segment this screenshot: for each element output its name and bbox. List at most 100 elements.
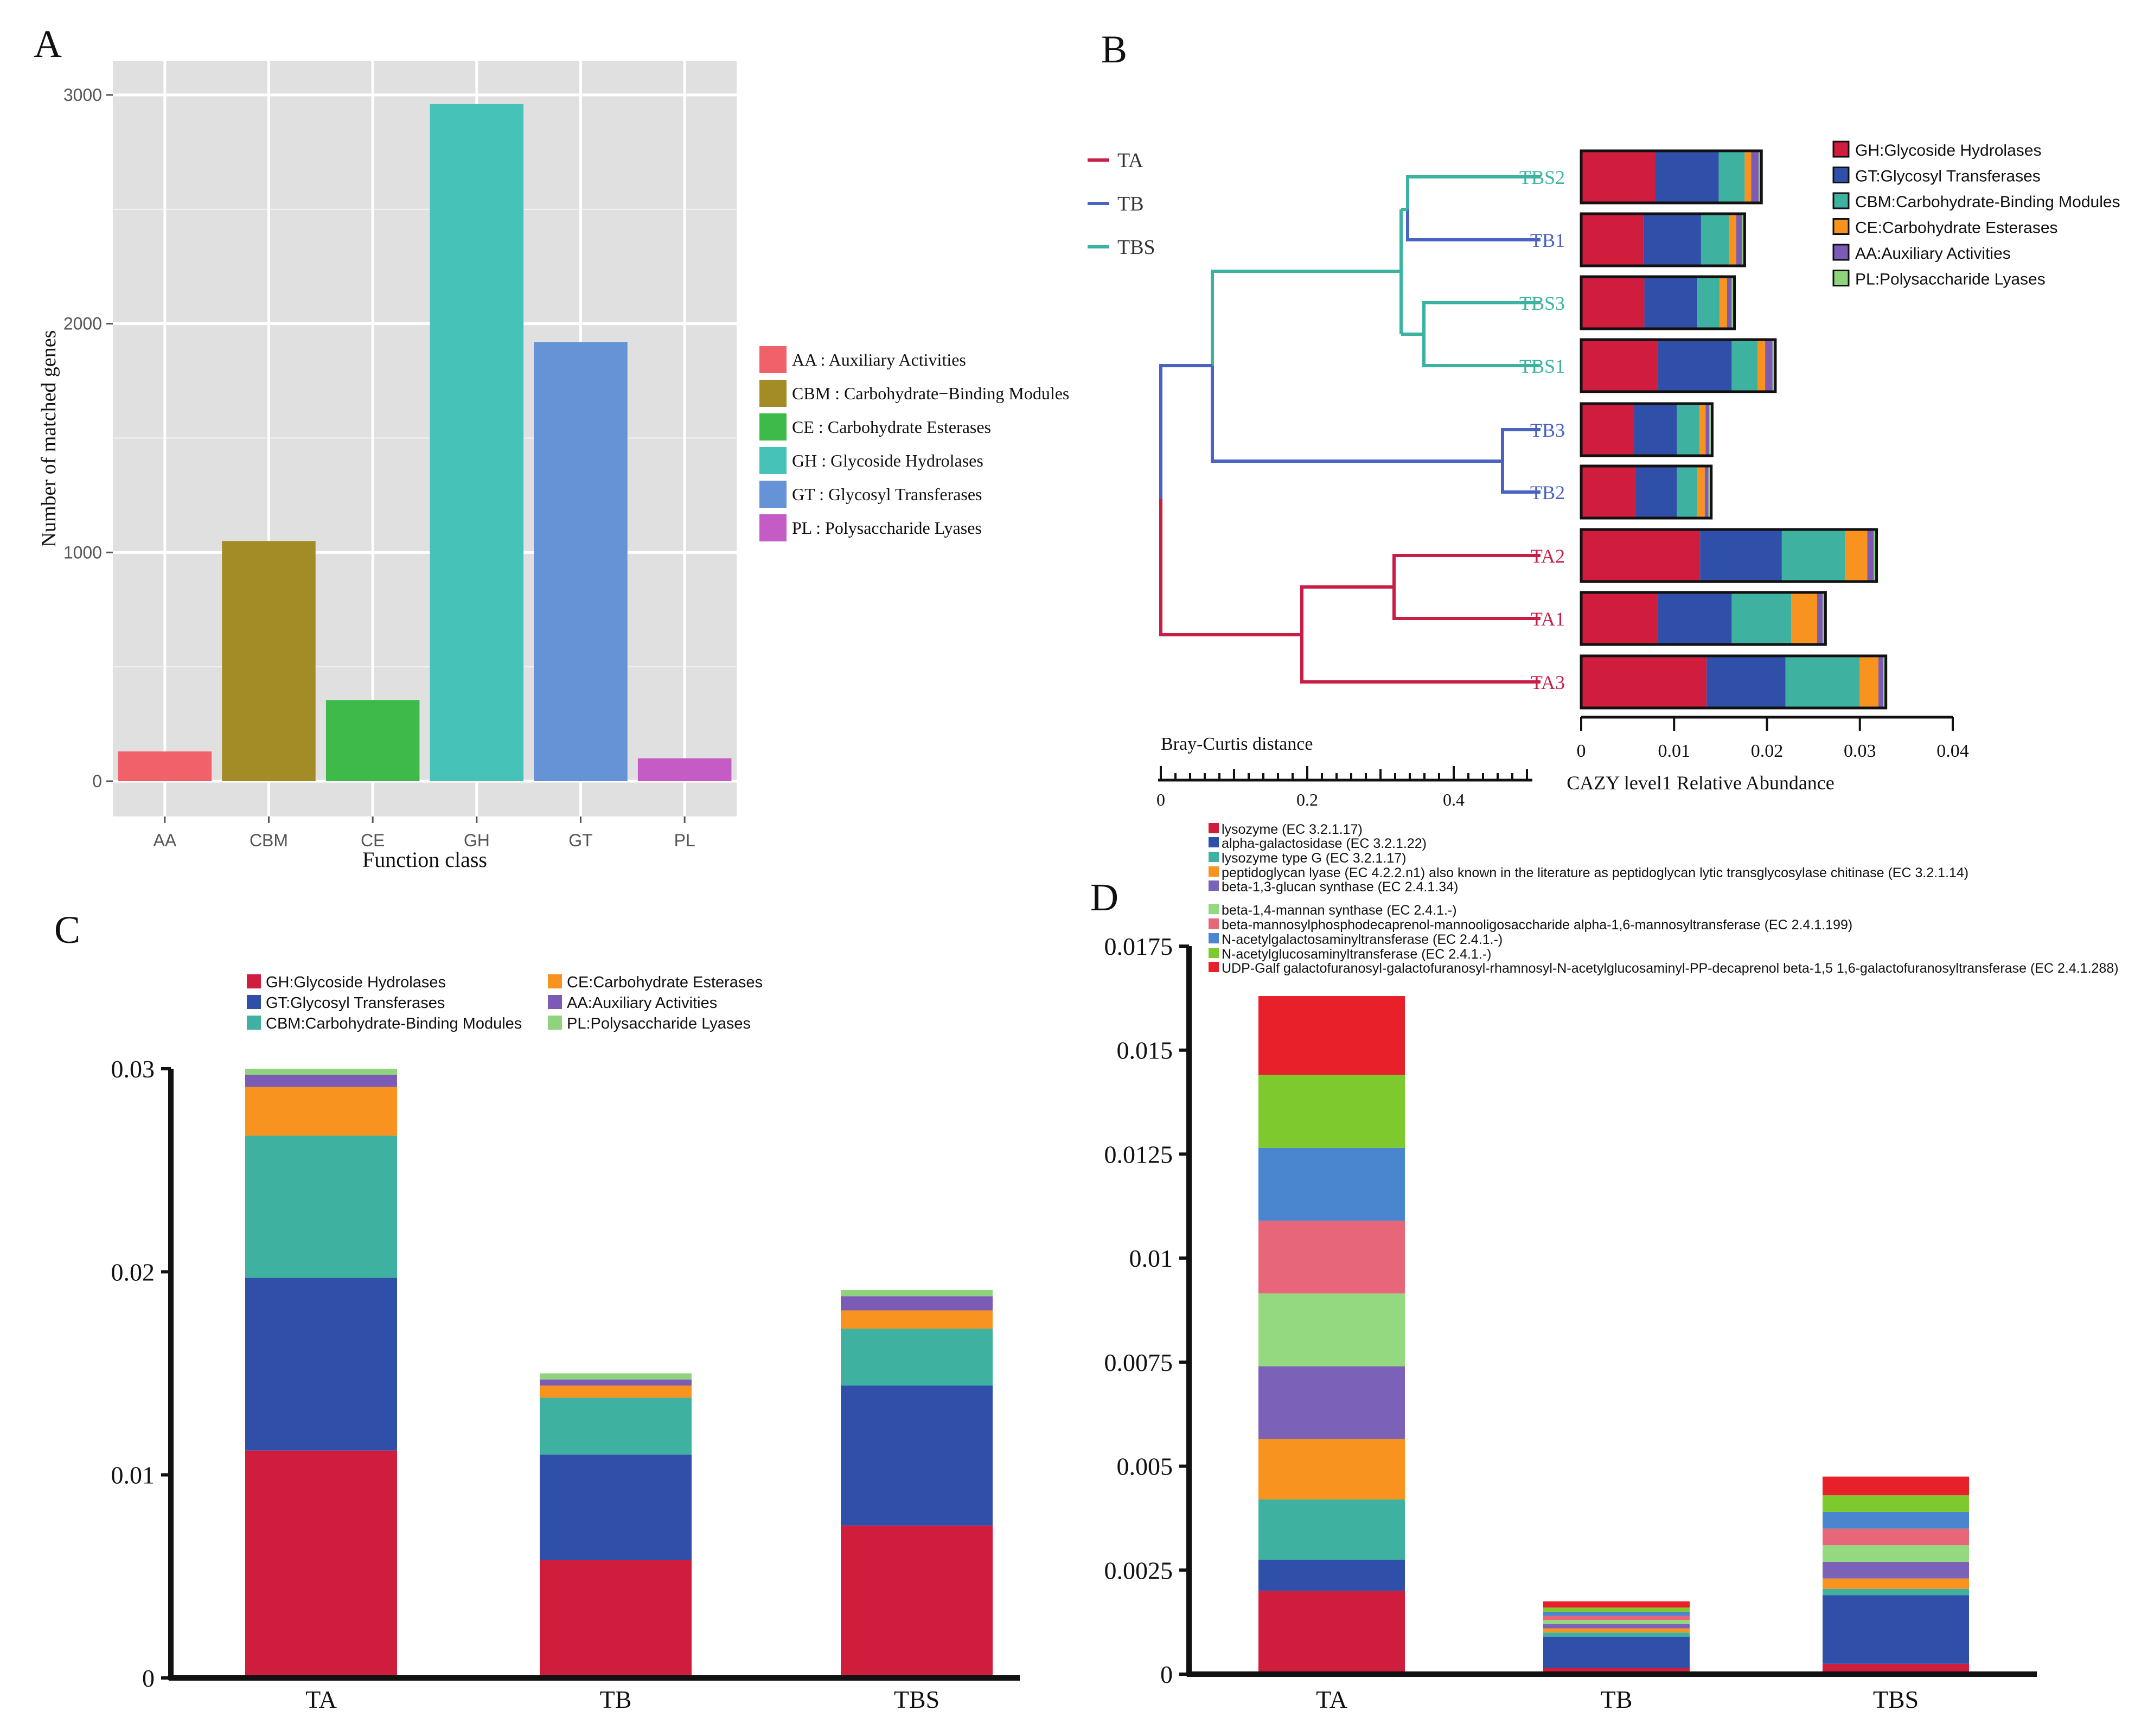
segment-ce-carbohydrate-esterases <box>1699 404 1706 456</box>
sample-bar-tbs3 <box>1580 275 1736 330</box>
bar-outline <box>1580 338 1777 393</box>
legend-label: N-acetylgalactosaminyltransferase (EC 2.… <box>1222 932 1503 947</box>
segment-pl-polysaccharide-lyases <box>1731 277 1735 329</box>
segment-aa-auxiliary-activities <box>1765 340 1773 392</box>
legend-swatch <box>1832 218 1850 235</box>
segment-4 <box>1258 1439 1405 1499</box>
segment-gt-glycosyl-transferases <box>540 1454 692 1560</box>
x-tick-label: AA <box>153 831 176 850</box>
segment-aa-auxiliary-activities <box>1751 151 1759 203</box>
segment-3 <box>1543 1632 1690 1637</box>
segment-cbm-carbohydrate-binding-modules <box>1731 592 1792 644</box>
y-tick-label: 0.0075 <box>1104 1349 1173 1376</box>
segment-cbm-carbohydrate-binding-modules <box>1677 466 1698 518</box>
segment-cbm-carbohydrate-binding-modules <box>245 1135 397 1278</box>
legend-swatch <box>247 974 261 988</box>
segment-cbm-carbohydrate-binding-modules <box>1781 529 1845 582</box>
y-tick-label: 2000 <box>63 314 102 334</box>
segment-10 <box>1543 1601 1690 1608</box>
sample-bar-ta2 <box>1580 528 1878 583</box>
segment-gt-glycosyl-transferases <box>245 1278 397 1451</box>
legend-label: TB <box>1117 193 1144 215</box>
legend-label: GT:Glycosyl Transferases <box>266 994 445 1012</box>
sample-bar-tb3 <box>1580 402 1714 457</box>
legend-swatch <box>1832 270 1850 286</box>
segment-cbm-carbohydrate-binding-modules <box>1677 404 1699 456</box>
y-tick-label: 0.0125 <box>1104 1140 1173 1168</box>
legend-swatch <box>1209 852 1219 862</box>
legend-d: lysozyme (EC 3.2.1.17)alpha-galactosidas… <box>1209 822 2119 976</box>
legend-label: GT:Glycosyl Transferases <box>1855 168 2041 186</box>
segment-ce-carbohydrate-esterases <box>1744 151 1752 203</box>
segment-pl-polysaccharide-lyases <box>1874 529 1877 582</box>
segment-gh-glycoside-hydrolases <box>1581 340 1658 392</box>
scale-tick-label: 0.4 <box>1443 790 1465 809</box>
segment-1 <box>1543 1668 1690 1674</box>
x-tick-label: 0.01 <box>1658 741 1691 761</box>
y-tick-label: 0 <box>1160 1661 1173 1688</box>
segment-ce-carbohydrate-esterases <box>1729 214 1736 266</box>
legend-label: beta-mannosylphosphodecaprenol-mannoolig… <box>1222 917 1852 933</box>
sample-bar-ta1 <box>1580 591 1827 646</box>
panel-label: C <box>54 908 80 952</box>
y-tick-label: 0.015 <box>1117 1037 1173 1064</box>
sample-bar-tb2 <box>1580 464 1713 520</box>
legend-label: TA <box>1117 149 1143 172</box>
segment-pl-polysaccharide-lyases <box>1708 466 1711 518</box>
segment-10 <box>1258 996 1405 1075</box>
legend-label: PL:Polysaccharide Lyases <box>567 1015 751 1032</box>
segment-aa-auxiliary-activities <box>1878 656 1883 708</box>
legend-label: UDP-Galf galactofuranosyl-galactofuranos… <box>1222 961 2119 976</box>
legend-swatch <box>1209 823 1219 833</box>
segment-gh-glycoside-hydrolases <box>540 1560 692 1678</box>
legend-swatch <box>759 481 787 508</box>
segment-ce-carbohydrate-esterases <box>1697 466 1705 518</box>
segment-pl-polysaccharide-lyases <box>1823 592 1826 644</box>
legend-label: AA : Auxiliary Activities <box>792 350 966 369</box>
segment-9 <box>1258 1075 1405 1148</box>
scale-tick-label: 0.2 <box>1296 790 1318 809</box>
segment-aa-auxiliary-activities <box>1704 466 1709 518</box>
segment-cbm-carbohydrate-binding-modules <box>841 1329 993 1386</box>
dendrogram-branch <box>1501 428 1541 461</box>
legend-swatch <box>1832 244 1850 261</box>
dendrogram-branch <box>1300 635 1541 684</box>
legend-swatch <box>1209 880 1219 891</box>
segment-gh-glycoside-hydrolases <box>1581 656 1707 708</box>
segment-gh-glycoside-hydrolases <box>245 1450 397 1678</box>
segment-5 <box>1543 1624 1690 1629</box>
x-tick-label: 0.04 <box>1936 741 1969 761</box>
stacked-bar-tbs <box>1823 1476 1969 1674</box>
legend-swatch <box>1209 837 1219 847</box>
dendrogram-branch <box>1406 175 1541 209</box>
legend-label: CBM : Carbohydrate−Binding Modules <box>792 384 1069 403</box>
segment-gh-glycoside-hydrolases <box>1581 214 1644 266</box>
x-tick-label: TA <box>305 1686 337 1713</box>
dendrogram-branch <box>1422 334 1541 367</box>
x-tick-label: 0 <box>1577 741 1586 761</box>
x-tick-label: GH <box>464 831 490 850</box>
legend-swatch <box>1209 918 1219 929</box>
segment-4 <box>1823 1578 1969 1589</box>
legend-swatch <box>548 1016 562 1030</box>
segment-pl-polysaccharide-lyases <box>540 1373 692 1380</box>
segment-ce-carbohydrate-esterases <box>1845 529 1868 582</box>
legend-label: CE:Carbohydrate Esterases <box>567 974 763 991</box>
segment-9 <box>1823 1495 1969 1512</box>
stacked-bar-tb <box>1543 1601 1690 1674</box>
legend-label: GH : Glycoside Hydrolases <box>792 451 983 470</box>
sample-bar-tb1 <box>1580 212 1746 267</box>
bar-aa <box>118 751 212 781</box>
x-axis-title: Function class <box>362 847 487 872</box>
stacked-bar-ta <box>1258 996 1405 1674</box>
legend-swatch <box>1209 866 1219 877</box>
legend-label: CE : Carbohydrate Esterases <box>792 417 991 437</box>
legend-label: TBS <box>1117 236 1155 259</box>
segment-gh-glycoside-hydrolases <box>841 1526 993 1678</box>
legend-label: alpha-galactosidase (EC 3.2.1.22) <box>1222 836 1427 851</box>
segment-3 <box>1258 1499 1405 1560</box>
segment-8 <box>1543 1611 1690 1616</box>
y-tick-label: 0.005 <box>1117 1453 1173 1480</box>
dendrogram-branch <box>1392 554 1541 587</box>
bar-outline <box>1580 591 1827 646</box>
